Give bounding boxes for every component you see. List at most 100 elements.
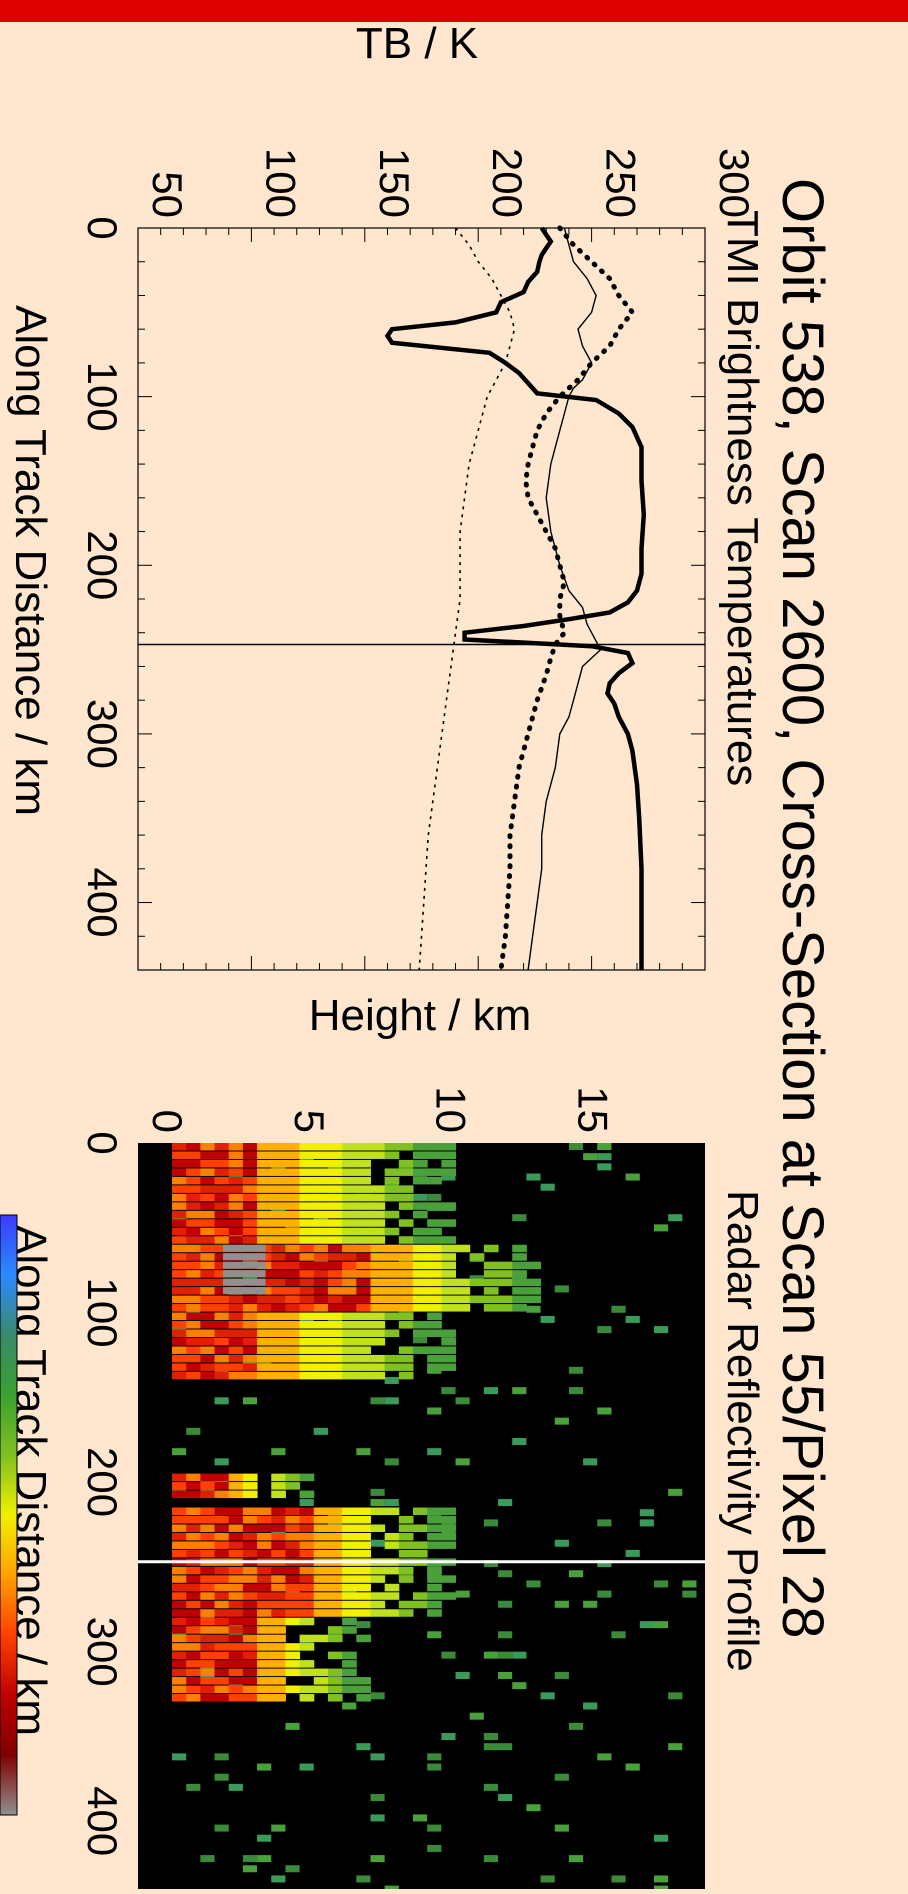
reflectivity-pixel	[441, 1253, 457, 1261]
reflectivity-pixel	[172, 1253, 187, 1261]
reflectivity-pixel	[285, 1159, 301, 1168]
reflectivity-pixel	[285, 1143, 301, 1151]
reflectivity-pixel	[200, 1549, 216, 1558]
reflectivity-pixel	[327, 1354, 343, 1363]
reflectivity-pixel	[313, 1210, 329, 1219]
reflectivity-pixel	[398, 1549, 414, 1558]
reflectivity-pixel	[483, 1261, 499, 1270]
reflectivity-pixel	[285, 1244, 301, 1253]
reflectivity-pixel	[384, 1583, 400, 1592]
reflectivity-pixel	[441, 1236, 457, 1244]
reflectivity-pixel	[200, 1151, 216, 1159]
reflectivity-pixel	[257, 1617, 272, 1626]
reflectivity-pixel	[228, 1202, 244, 1210]
noise-pixel	[483, 1743, 499, 1751]
noise-pixel	[568, 1570, 584, 1578]
reflectivity-pixel	[398, 1295, 414, 1304]
distance-tick-label: 400	[79, 1786, 126, 1856]
reflectivity-pixel	[186, 1371, 201, 1380]
reflectivity-pixel	[271, 1236, 286, 1244]
reflectivity-pixel	[327, 1143, 343, 1151]
reflectivity-pixel	[342, 1617, 357, 1626]
reflectivity-pixel	[483, 1295, 499, 1304]
reflectivity-pixel	[441, 1244, 457, 1253]
reflectivity-pixel	[214, 1473, 230, 1482]
reflectivity-pixel	[271, 1304, 286, 1312]
noise-pixel	[554, 1671, 569, 1679]
noise-pixel	[172, 1753, 187, 1761]
reflectivity-pixel	[257, 1151, 272, 1159]
noise-pixel	[356, 1743, 371, 1751]
reflectivity-pixel	[242, 1176, 258, 1185]
reflectivity-pixel	[327, 1626, 343, 1634]
reflectivity-pixel	[285, 1304, 301, 1312]
reflectivity-pixel	[356, 1575, 371, 1583]
reflectivity-pixel	[327, 1176, 343, 1185]
noise-pixel	[682, 1580, 697, 1588]
reflectivity-pixel	[455, 1304, 471, 1312]
noise-pixel	[554, 1539, 569, 1547]
reflectivity-pixel	[200, 1337, 216, 1346]
reflectivity-pixel	[242, 1541, 258, 1549]
reflectivity-pixel	[342, 1270, 357, 1278]
noise-pixel	[214, 1824, 229, 1832]
reflectivity-pixel	[327, 1253, 343, 1261]
reflectivity-pixel	[342, 1143, 357, 1151]
reflectivity-pixel	[370, 1143, 386, 1151]
reflectivity-pixel	[271, 1176, 286, 1185]
reflectivity-pixel	[271, 1253, 286, 1261]
noise-pixel	[427, 1753, 442, 1761]
reflectivity-pixel	[427, 1524, 442, 1532]
reflectivity-pixel	[242, 1482, 258, 1490]
reflectivity-pixel	[384, 1363, 400, 1371]
reflectivity-pixel	[228, 1677, 244, 1685]
reflectivity-pixel	[412, 1278, 428, 1287]
reflectivity-pixel	[228, 1337, 244, 1346]
reflectivity-pixel	[214, 1549, 230, 1558]
reflectivity-pixel	[186, 1236, 201, 1244]
reflectivity-pixel	[327, 1261, 343, 1270]
reflectivity-pixel	[172, 1532, 187, 1541]
reflectivity-pixel	[200, 1329, 216, 1337]
reflectivity-pixel	[228, 1617, 244, 1626]
reflectivity-pixel	[186, 1541, 201, 1549]
noise-pixel	[384, 1376, 399, 1384]
reflectivity-pixel	[257, 1321, 272, 1329]
reflectivity-pixel	[356, 1159, 371, 1168]
reflectivity-pixel	[257, 1583, 272, 1592]
reflectivity-pixel	[228, 1473, 244, 1482]
reflectivity-pixel	[384, 1507, 400, 1516]
reflectivity-pixel	[327, 1363, 343, 1371]
reflectivity-pixel	[526, 1295, 542, 1304]
reflectivity-pixel	[356, 1541, 371, 1549]
reflectivity-pixel	[342, 1583, 357, 1592]
noise-pixel	[242, 1855, 258, 1863]
reflectivity-pixel	[172, 1524, 187, 1532]
reflectivity-pixel	[271, 1643, 286, 1651]
reflectivity-pixel	[441, 1507, 457, 1516]
reflectivity-pixel	[271, 1651, 286, 1660]
reflectivity-pixel	[327, 1507, 343, 1516]
reflectivity-pixel	[412, 1507, 428, 1516]
reflectivity-pixel	[186, 1592, 201, 1600]
reflectivity-pixel	[384, 1304, 400, 1312]
reflectivity-pixel	[285, 1516, 301, 1524]
reflectivity-pixel	[342, 1253, 357, 1261]
reflectivity-pixel	[200, 1287, 216, 1295]
reflectivity-pixel	[356, 1694, 371, 1702]
reflectivity-pixel	[172, 1244, 187, 1253]
reflectivity-pixel	[342, 1304, 357, 1312]
reflectivity-pixel	[441, 1278, 457, 1287]
page-title: Orbit 538, Scan 2600, Cross-Section at S…	[770, 178, 835, 1638]
reflectivity-pixel	[398, 1321, 414, 1329]
reflectivity-pixel	[299, 1168, 315, 1176]
noise-pixel	[214, 1397, 229, 1405]
reflectivity-pixel	[186, 1168, 201, 1176]
noise-pixel	[597, 1143, 612, 1150]
reflectivity-pixel	[186, 1321, 201, 1329]
reflectivity-pixel	[172, 1176, 187, 1185]
reflectivity-pixel	[441, 1541, 457, 1549]
reflectivity-pixel	[370, 1524, 386, 1532]
reflectivity-pixel	[242, 1473, 258, 1482]
reflectivity-pixel	[228, 1329, 244, 1337]
